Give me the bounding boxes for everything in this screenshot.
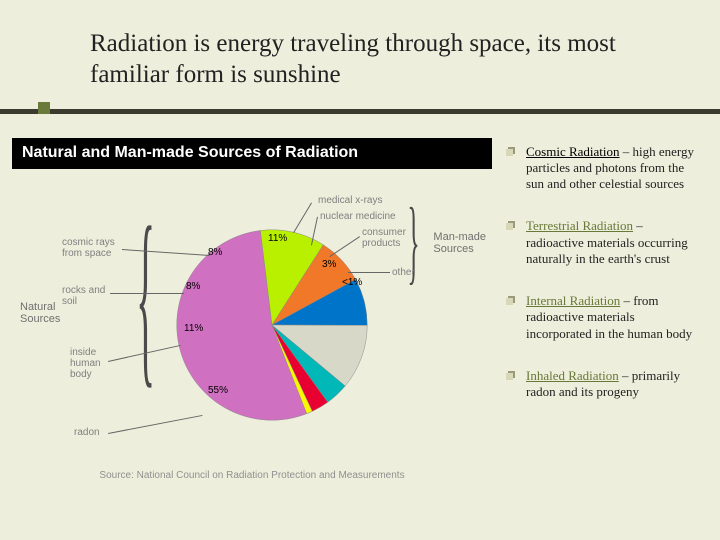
slice-label: rocks andsoil bbox=[62, 285, 105, 307]
bullet-icon bbox=[506, 372, 516, 382]
chart-panel: Natural and Man-made Sources of Radiatio… bbox=[12, 138, 492, 485]
slice-percent: 55% bbox=[208, 385, 228, 396]
slice-percent: 3% bbox=[322, 259, 336, 270]
chart-source: Source: National Council on Radiation Pr… bbox=[12, 470, 492, 481]
bullet-text: Cosmic Radiation – high energy particles… bbox=[526, 144, 698, 193]
slice-label: insidehumanbody bbox=[70, 347, 101, 380]
bullet-term: Cosmic Radiation bbox=[526, 144, 620, 159]
bullet-item: Inhaled Radiation – primarily radon and … bbox=[506, 368, 698, 401]
leader-line bbox=[348, 272, 390, 273]
pie-chart: NaturalSources Man-madeSources { } radon… bbox=[12, 175, 492, 485]
bullet-item: Internal Radiation – from radioactive ma… bbox=[506, 293, 698, 342]
bullet-icon bbox=[506, 148, 516, 158]
slice-label: medical x-rays bbox=[318, 195, 382, 206]
manmade-sources-label: Man-madeSources bbox=[433, 231, 486, 255]
brace-left-icon: { bbox=[136, 199, 155, 395]
natural-sources-label: NaturalSources bbox=[20, 301, 60, 325]
slice-label: nuclear medicine bbox=[320, 211, 396, 222]
bullet-item: Terrestrial Radiation – radioactive mate… bbox=[506, 218, 698, 267]
page-title: Radiation is energy traveling through sp… bbox=[90, 28, 680, 91]
slice-percent: 8% bbox=[208, 247, 222, 258]
slice-label: cosmic raysfrom space bbox=[62, 237, 115, 259]
bullet-text: Inhaled Radiation – primarily radon and … bbox=[526, 368, 698, 401]
slice-label: consumerproducts bbox=[362, 227, 406, 249]
slice-label: radon bbox=[74, 427, 100, 438]
bullet-list: Cosmic Radiation – high energy particles… bbox=[506, 138, 698, 485]
bullet-icon bbox=[506, 297, 516, 307]
bullet-term: Internal Radiation bbox=[526, 293, 620, 308]
bullet-text: Terrestrial Radiation – radioactive mate… bbox=[526, 218, 698, 267]
chart-title: Natural and Man-made Sources of Radiatio… bbox=[12, 138, 492, 169]
divider-accent-square bbox=[38, 102, 50, 114]
bullet-text: Internal Radiation – from radioactive ma… bbox=[526, 293, 698, 342]
bullet-term: Terrestrial Radiation bbox=[526, 218, 633, 233]
bullet-icon bbox=[506, 222, 516, 232]
slice-percent: 8% bbox=[186, 281, 200, 292]
slice-label: other bbox=[392, 267, 415, 278]
slice-percent: 11% bbox=[268, 233, 287, 244]
slice-percent: <1% bbox=[342, 277, 362, 288]
bullet-term: Inhaled Radiation bbox=[526, 368, 619, 383]
slice-percent: 11% bbox=[184, 323, 203, 334]
leader-line bbox=[110, 293, 184, 294]
bullet-item: Cosmic Radiation – high energy particles… bbox=[506, 144, 698, 193]
